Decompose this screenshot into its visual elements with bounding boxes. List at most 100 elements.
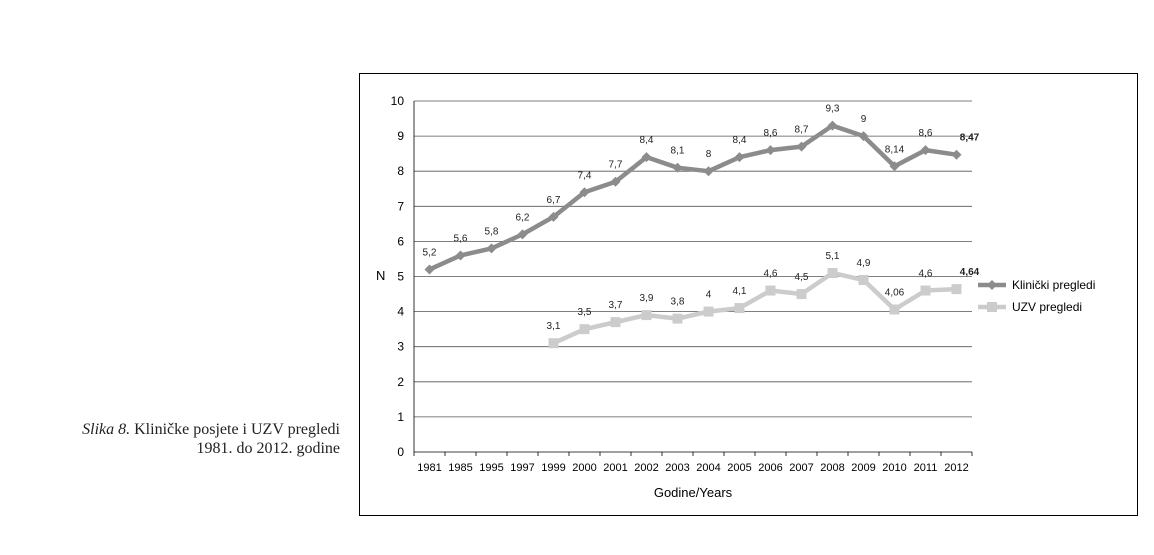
data-label: 8,7 <box>795 125 809 136</box>
data-label: 4,1 <box>733 286 747 297</box>
x-tick-label: 2012 <box>944 462 968 474</box>
legend-marker <box>987 280 997 290</box>
y-tick-label: 5 <box>397 270 404 284</box>
series-klinicki-pregledi: 5,2 5,6 5,8 6,2 6,7 7,4 7,7 8,4 8,1 8 8,4 8,6 8,7 9,3… <box>423 104 980 275</box>
x-tick-label: 2003 <box>665 462 689 474</box>
data-label: 3,7 <box>609 300 623 311</box>
data-point <box>827 267 838 278</box>
data-point <box>610 176 621 187</box>
data-point <box>734 303 745 314</box>
data-label: 5,8 <box>485 226 499 237</box>
x-axis-label: Godine/Years <box>654 485 733 500</box>
data-label: 4,64 <box>960 267 980 278</box>
data-point <box>610 317 621 328</box>
data-point <box>672 162 683 173</box>
data-point <box>858 131 869 142</box>
data-point <box>734 152 745 163</box>
caption-line-2: 1981. do 2012. godine <box>196 440 340 457</box>
series-line <box>552 270 957 346</box>
y-tick-label: 4 <box>397 305 404 319</box>
data-point <box>548 211 559 222</box>
data-label: 9 <box>861 114 867 125</box>
data-label: 4,5 <box>795 272 809 283</box>
data-point <box>703 306 714 317</box>
x-tick-label: 2010 <box>882 462 906 474</box>
data-point <box>641 310 652 321</box>
data-label: 8,47 <box>960 133 980 144</box>
data-label: 4 <box>706 290 712 301</box>
data-label: 8,4 <box>640 135 654 146</box>
y-tick-label: 8 <box>397 164 404 178</box>
x-tick-label: 1997 <box>510 462 534 474</box>
legend: Klinički pregledi UZV pregledi <box>978 278 1095 314</box>
series-group: 5,2 5,6 5,8 6,2 6,7 7,4 7,7 8,4 8,1 8 8,4 8,6 8,7 9,3… <box>423 104 980 349</box>
y-axis-ticks: 0 1 2 3 4 5 6 7 8 9 10 <box>391 94 405 459</box>
data-point <box>796 141 807 152</box>
data-point <box>951 284 962 295</box>
data-label: 8,14 <box>885 144 905 155</box>
legend-marker <box>987 302 997 312</box>
data-label: 8,6 <box>919 128 933 139</box>
x-tick-label: 1985 <box>448 462 472 474</box>
data-point <box>703 166 714 177</box>
series-line <box>428 123 957 272</box>
y-tick-label: 1 <box>397 410 404 424</box>
data-point <box>579 187 590 198</box>
x-tick-label: 2005 <box>727 462 751 474</box>
line-chart: 0 1 2 3 4 5 6 7 8 9 10 1981 1985 1995 1997 1999 2000 200… <box>376 94 1095 500</box>
x-tick-label: 2009 <box>851 462 875 474</box>
data-label: 7,4 <box>578 170 592 181</box>
data-point <box>827 120 838 131</box>
data-point <box>765 145 776 156</box>
data-point <box>951 149 962 160</box>
data-point <box>424 264 435 275</box>
caption-line-1: Kliničke posjete i UZV pregledi <box>134 421 340 438</box>
y-tick-label: 6 <box>397 234 404 248</box>
x-tick-label: 2011 <box>914 462 938 474</box>
data-point <box>672 313 683 324</box>
data-label: 8 <box>706 149 712 160</box>
data-point <box>486 243 497 254</box>
series-uzv-pregledi: 3,1 3,5 3,7 3,9 3,8 4 4,1 4,6 4,5 5,1 4,9 4,06 4,6 4,… <box>547 251 980 349</box>
data-label: 3,9 <box>640 293 654 304</box>
data-point <box>517 229 528 240</box>
data-point <box>796 289 807 300</box>
x-axis-ticks: 1981 1985 1995 1997 1999 2000 2001 2002 2003 2004… <box>413 452 973 474</box>
data-point <box>455 250 466 261</box>
y-tick-label: 2 <box>397 375 404 389</box>
data-label: 8,6 <box>764 128 778 139</box>
y-tick-label: 10 <box>391 94 405 108</box>
figure-caption: Slika 8. Kliničke posjete i UZV pregledi… <box>20 420 340 458</box>
x-tick-label: 2002 <box>634 462 658 474</box>
data-point <box>765 285 776 296</box>
x-tick-label: 2006 <box>758 462 782 474</box>
y-axis-label: N <box>376 268 385 283</box>
x-tick-label: 1995 <box>479 462 503 474</box>
x-tick-label: 1981 <box>417 462 441 474</box>
data-point <box>858 275 869 286</box>
y-tick-label: 9 <box>397 129 404 143</box>
data-label: 9,3 <box>826 104 840 115</box>
x-tick-label: 2001 <box>603 462 627 474</box>
data-point <box>920 285 931 296</box>
data-point <box>641 152 652 163</box>
x-tick-label: 2007 <box>789 462 813 474</box>
data-label: 4,06 <box>885 287 905 298</box>
legend-label: Klinički pregledi <box>1012 278 1095 292</box>
legend-label: UZV pregledi <box>1012 300 1082 314</box>
x-tick-label: 2000 <box>572 462 596 474</box>
data-point <box>920 145 931 156</box>
data-label: 5,2 <box>423 247 437 258</box>
chart-frame: 0 1 2 3 4 5 6 7 8 9 10 1981 1985 1995 1997 1999 2000 200… <box>359 73 1138 516</box>
data-point <box>889 161 900 172</box>
y-tick-label: 3 <box>397 340 404 354</box>
data-label: 4,6 <box>919 269 933 280</box>
y-tick-label: 7 <box>397 199 404 213</box>
data-label: 4,6 <box>764 269 778 280</box>
data-label: 6,7 <box>547 195 561 206</box>
data-point <box>889 304 900 315</box>
data-label: 5,1 <box>826 251 840 262</box>
x-tick-label: 2004 <box>696 462 720 474</box>
data-point <box>548 338 559 349</box>
data-label: 6,2 <box>516 212 530 223</box>
